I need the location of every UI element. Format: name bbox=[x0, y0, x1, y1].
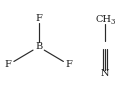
Text: CH: CH bbox=[95, 15, 112, 24]
Text: F: F bbox=[35, 14, 42, 22]
Text: F: F bbox=[66, 60, 72, 69]
Text: F: F bbox=[5, 60, 12, 69]
Text: N: N bbox=[101, 69, 109, 78]
Text: 3: 3 bbox=[110, 18, 115, 26]
Text: B: B bbox=[35, 42, 42, 51]
